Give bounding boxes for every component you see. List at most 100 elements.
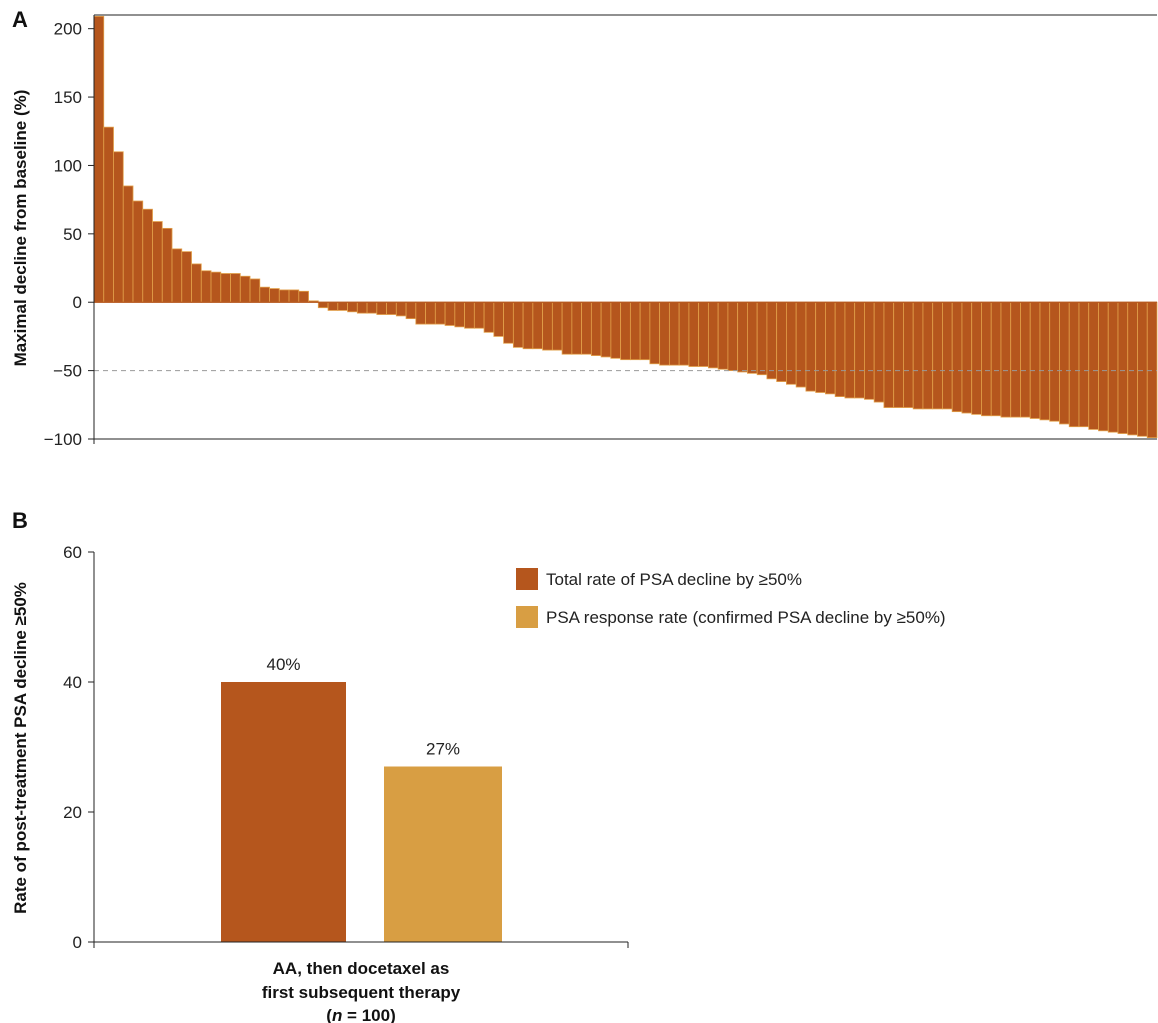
waterfall-bar (893, 301, 904, 408)
panel-b-y-tick-label: 40 (63, 673, 82, 692)
waterfall-bar (873, 301, 885, 403)
panel-a-y-tick-label: −100 (44, 430, 82, 449)
waterfall-bar (191, 263, 202, 303)
waterfall-bar (512, 301, 524, 348)
panel-b-bars: 40% 27% (221, 655, 502, 942)
waterfall-bar (317, 301, 329, 309)
waterfall-bar (434, 301, 446, 325)
waterfall-bar (707, 301, 719, 369)
waterfall-bar (737, 301, 748, 373)
waterfall-bar (542, 301, 553, 351)
panel-a: A Maximal decline from baseline (%) 200 1… (11, 7, 1158, 449)
waterfall-bar (649, 301, 661, 365)
waterfall-bar (269, 288, 280, 303)
waterfall-bar (688, 301, 700, 367)
panel-a-label: A (12, 7, 28, 32)
waterfall-bar (834, 301, 846, 398)
waterfall-bar (171, 248, 183, 303)
waterfall-bar (981, 301, 992, 417)
data-label-total-decline: 40% (266, 655, 300, 674)
waterfall-bar (132, 200, 144, 303)
legend-label-total-decline: Total rate of PSA decline by ≥50% (546, 570, 802, 589)
waterfall-bar (766, 301, 778, 380)
waterfall-bar (1039, 301, 1051, 421)
panel-a-y-ticks: 200 150 100 50 0 −50 −100 (44, 20, 94, 449)
panel-b-label: B (12, 508, 28, 533)
waterfall-bar (912, 301, 924, 410)
waterfall-bar (93, 15, 105, 303)
panel-b-legend: Total rate of PSA decline by ≥50% PSA re… (516, 568, 946, 628)
waterfall-bar (1000, 301, 1012, 418)
waterfall-bar (639, 301, 651, 361)
legend-swatch-total-decline (516, 568, 538, 590)
waterfall-bar (844, 301, 856, 399)
waterfall-bar (483, 301, 495, 333)
waterfall-bar (551, 301, 563, 351)
panel-a-y-tick-label: 0 (73, 293, 82, 312)
bar-psa-response (384, 766, 502, 942)
panel-b-category-label: AA, then docetaxel as first subsequent th… (262, 959, 461, 1023)
waterfall-bar (386, 301, 397, 315)
waterfall-bar (1049, 301, 1060, 422)
waterfall-bar (288, 289, 300, 303)
waterfall-bar (152, 221, 163, 303)
waterfall-bar (805, 301, 817, 392)
waterfall-bar (1020, 301, 1031, 418)
category-label-line: (n = 100) (326, 1006, 395, 1023)
waterfall-bar (620, 301, 631, 361)
panel-b: B Rate of post-treatment PSA decline ≥50… (11, 508, 946, 1023)
waterfall-bar (503, 301, 514, 344)
waterfall-bar (1029, 301, 1041, 419)
waterfall-bar (951, 301, 963, 413)
waterfall-bar (678, 301, 690, 366)
waterfall-bar (103, 126, 114, 303)
waterfall-bar (278, 289, 290, 303)
waterfall-bar (1078, 301, 1090, 428)
waterfall-bar (425, 301, 436, 325)
waterfall-bar (356, 301, 368, 314)
waterfall-bar (756, 301, 768, 376)
panel-a-y-tick-label: 50 (63, 225, 82, 244)
legend-swatch-psa-response (516, 606, 538, 628)
waterfall-bar (405, 301, 417, 320)
waterfall-bar (444, 301, 456, 326)
waterfall-bar (668, 301, 680, 366)
waterfall-bar (629, 301, 641, 361)
waterfall-bar (815, 301, 826, 393)
panel-b-y-tick-label: 20 (63, 803, 82, 822)
waterfall-bar (1010, 301, 1021, 418)
waterfall-bar (415, 301, 426, 325)
waterfall-bar (249, 278, 261, 303)
waterfall-bar (581, 301, 592, 355)
waterfall-bar (610, 301, 622, 359)
waterfall-bar (1137, 301, 1148, 437)
waterfall-bar (230, 273, 241, 303)
waterfall-bar (1146, 301, 1158, 439)
waterfall-bar (600, 301, 612, 358)
waterfall-bar (142, 208, 153, 303)
waterfall-bar (747, 301, 758, 374)
waterfall-bar (1088, 301, 1099, 430)
waterfall-bar (1117, 301, 1129, 434)
panel-b-y-axis-title: Rate of post-treatment PSA decline ≥50% (11, 582, 30, 914)
panel-a-bars (93, 15, 1158, 439)
waterfall-bar (464, 301, 475, 329)
category-label-line: first subsequent therapy (262, 983, 461, 1002)
waterfall-bar (990, 301, 1002, 417)
waterfall-bar (903, 301, 914, 408)
waterfall-bar (571, 301, 583, 355)
bar-total-decline (221, 682, 346, 942)
waterfall-bar (161, 227, 173, 303)
waterfall-bar (1068, 301, 1080, 428)
waterfall-bar (181, 251, 192, 303)
legend-label-psa-response: PSA response rate (confirmed PSA decline… (546, 608, 946, 627)
waterfall-bar (590, 301, 602, 356)
waterfall-bar (200, 270, 212, 303)
panel-a-y-tick-label: 100 (54, 156, 82, 175)
panel-a-y-axis-title: Maximal decline from baseline (%) (11, 90, 30, 367)
waterfall-bar (239, 275, 251, 303)
waterfall-bar (1059, 301, 1070, 425)
waterfall-bar (259, 286, 270, 303)
waterfall-bar (210, 271, 222, 303)
